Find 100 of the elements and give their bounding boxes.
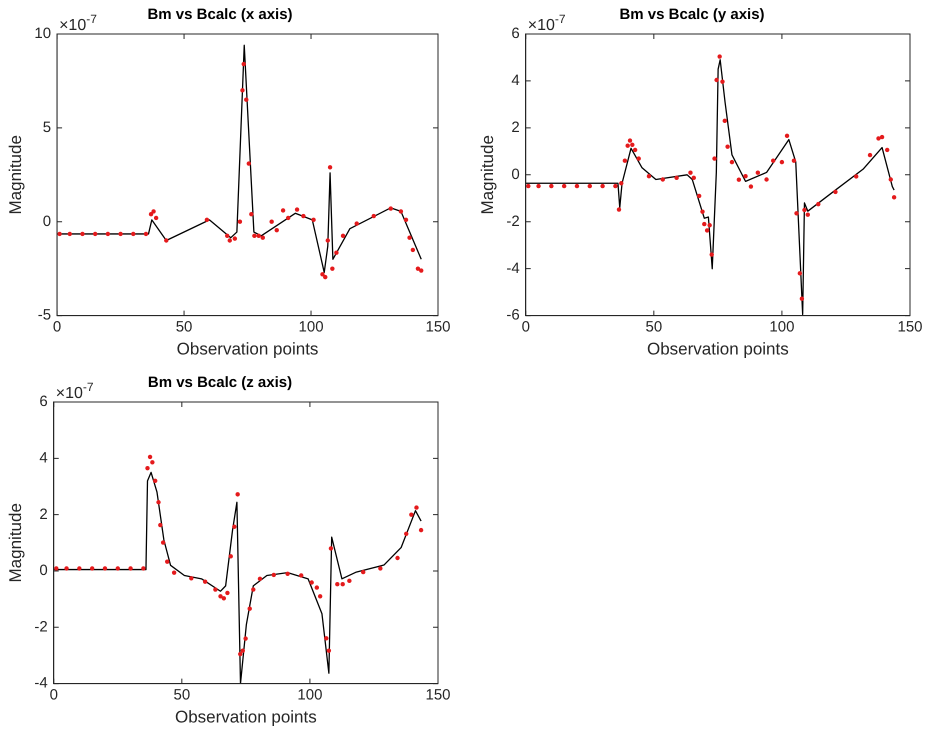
point [714, 78, 719, 82]
point [311, 218, 316, 222]
point [816, 202, 820, 206]
y-tick-label: 2 [39, 506, 48, 523]
point [674, 176, 679, 180]
point [646, 174, 652, 178]
point [202, 579, 208, 584]
point [756, 170, 760, 175]
point [238, 652, 242, 656]
point [792, 158, 796, 163]
point [240, 88, 245, 93]
point [636, 156, 641, 161]
point [256, 234, 261, 238]
point [141, 566, 146, 571]
point [235, 492, 240, 497]
point [280, 208, 286, 213]
point [802, 208, 807, 212]
y-tick-label: 10 [34, 25, 52, 42]
point [80, 232, 85, 236]
point [372, 214, 376, 218]
point [800, 296, 804, 301]
point [77, 566, 82, 571]
y-axis-title: Magnitude [6, 135, 25, 214]
point [360, 570, 366, 574]
point [92, 232, 98, 236]
point [57, 232, 62, 236]
point [269, 220, 274, 224]
point [54, 566, 58, 571]
x-axis-title: Observation points [646, 339, 789, 358]
point [622, 158, 628, 163]
point [784, 134, 790, 138]
point [414, 505, 419, 510]
point [90, 566, 94, 571]
chart-title: Bm vs Bcalc (y axis) [619, 6, 765, 24]
point [526, 184, 530, 188]
point [64, 566, 69, 571]
point [888, 177, 893, 182]
y-tick-label: -6 [506, 306, 520, 324]
point [294, 207, 300, 212]
point [232, 236, 238, 241]
x-tick-label: 100 [298, 318, 324, 336]
y-tick-label: 0 [42, 212, 52, 230]
x-tick-label: 150 [897, 318, 923, 336]
x-tick-label: 100 [297, 686, 322, 704]
point [232, 524, 237, 529]
point [164, 238, 168, 243]
point [160, 540, 166, 545]
point [118, 232, 123, 236]
point [222, 596, 226, 600]
point [798, 271, 802, 276]
point [106, 232, 110, 236]
point [318, 594, 322, 599]
y-tick-label: 2 [511, 119, 520, 136]
point [702, 222, 706, 226]
point [764, 177, 769, 182]
point [743, 174, 748, 178]
point [395, 556, 400, 560]
point [549, 184, 554, 188]
point [335, 582, 340, 586]
y-tick-label: -2 [34, 618, 48, 636]
point [630, 142, 635, 147]
point [314, 585, 320, 590]
point [771, 158, 776, 163]
point [150, 460, 155, 464]
point [102, 566, 108, 571]
point [885, 148, 890, 152]
point [238, 220, 242, 224]
point [242, 62, 246, 66]
point [320, 272, 325, 276]
point [536, 184, 541, 188]
point [619, 181, 624, 186]
point [252, 234, 257, 238]
point [145, 466, 150, 470]
point [225, 234, 230, 238]
x-axis-title: Observation points [176, 339, 318, 358]
point [660, 177, 665, 182]
point [301, 214, 306, 218]
point [419, 268, 424, 273]
y-tick-label: 6 [511, 25, 520, 42]
point [310, 580, 314, 585]
point [712, 156, 717, 161]
x-tick-label: 100 [769, 318, 794, 336]
point [68, 232, 72, 236]
point [172, 570, 176, 575]
point [704, 228, 710, 233]
point [324, 636, 329, 640]
x-tick-label: 150 [425, 686, 451, 704]
point [347, 578, 352, 584]
point [328, 546, 334, 551]
point [613, 184, 618, 188]
point [225, 590, 230, 596]
point [707, 223, 712, 228]
point [249, 212, 254, 216]
point [628, 138, 632, 143]
point [407, 235, 412, 240]
point [736, 178, 742, 182]
point [246, 161, 252, 166]
point [730, 160, 734, 164]
point [258, 576, 262, 582]
point [244, 98, 248, 102]
